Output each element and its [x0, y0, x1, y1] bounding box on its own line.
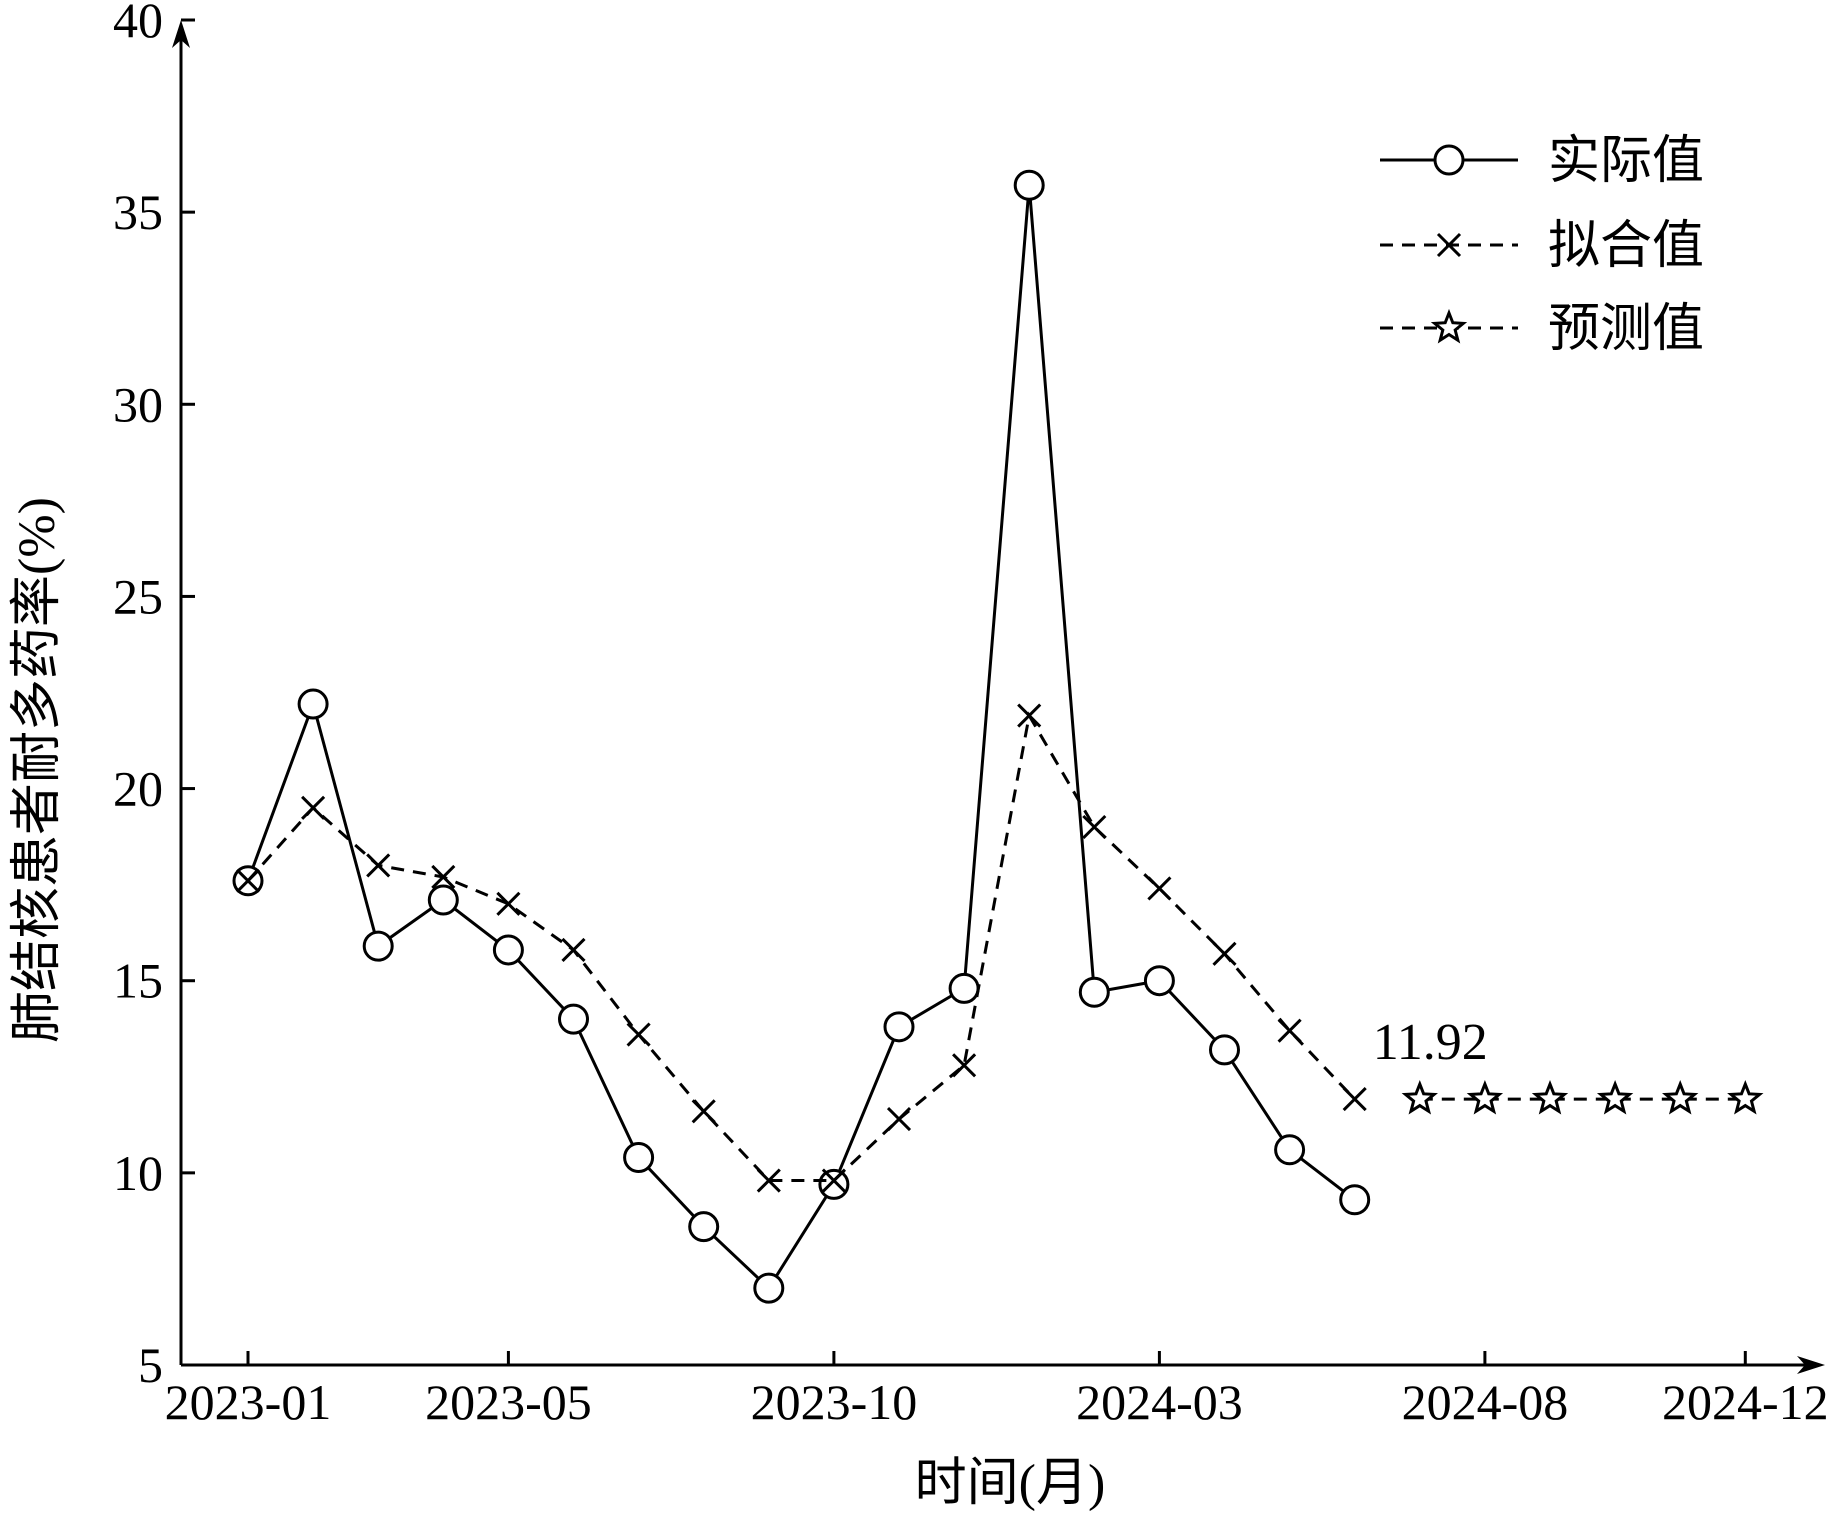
circle-marker [1013, 169, 1045, 201]
x-axis-arrow [1797, 1356, 1825, 1374]
y-tick-labels: 5 10 15 20 25 30 35 40 [113, 0, 163, 1393]
legend-item: 实际值 [1380, 133, 1704, 190]
circle-marker [362, 930, 394, 962]
legend-label: 预测值 [1548, 301, 1704, 358]
star-marker [1430, 308, 1468, 344]
x-marker [886, 1106, 912, 1132]
x-marker [366, 853, 391, 878]
annotation-label: 11.92 [1373, 1014, 1488, 1071]
series-3 [1401, 1079, 1764, 1115]
star-marker [1531, 1079, 1569, 1115]
star-marker [1466, 1079, 1504, 1115]
x-tick-label: 2023-10 [751, 1374, 918, 1430]
star-marker [1596, 1079, 1634, 1115]
y-tick-label: 35 [113, 184, 163, 240]
circle-marker [883, 1011, 915, 1043]
circle-marker [688, 1211, 720, 1243]
circle-marker [492, 934, 524, 966]
x-marker [952, 1053, 977, 1078]
x-marker [431, 864, 456, 890]
circle-marker [818, 1168, 850, 1200]
star-marker [1727, 1079, 1764, 1115]
x-tick-label: 2023-01 [165, 1374, 332, 1430]
x-marker [561, 937, 586, 963]
circle-marker [1433, 144, 1465, 176]
x-marker [1436, 232, 1462, 258]
x-marker [1147, 876, 1172, 901]
x-marker [1342, 1087, 1367, 1112]
star-marker [1662, 1079, 1699, 1115]
circle-marker [1209, 1034, 1240, 1066]
series-line [246, 185, 1356, 1291]
series-layer [232, 169, 1764, 1304]
legend-label: 拟合值 [1548, 218, 1704, 275]
x-marker [756, 1168, 781, 1193]
x-marker [1277, 1018, 1302, 1043]
circle-marker [623, 1141, 655, 1173]
circle-marker [297, 688, 329, 720]
x-marker [691, 1099, 716, 1124]
circle-marker [1143, 965, 1175, 997]
y-tick-label: 30 [113, 376, 163, 432]
series-line [246, 711, 1356, 1182]
x-marker [1212, 941, 1237, 966]
x-marker [821, 1168, 846, 1193]
y-tick-label: 40 [113, 0, 163, 48]
x-tick-label: 2024-12 [1662, 1374, 1829, 1430]
x-tick-label: 2024-03 [1076, 1374, 1243, 1430]
circle-marker [1078, 976, 1110, 1008]
y-tick-label: 15 [113, 953, 163, 1009]
x-marker [1082, 814, 1107, 840]
legend-item: 预测值 [1380, 301, 1704, 358]
y-tick-label: 20 [113, 761, 163, 817]
star-marker [1401, 1079, 1438, 1115]
circle-marker [1339, 1184, 1371, 1216]
x-tick-label: 2024-08 [1402, 1374, 1569, 1430]
series-1 [232, 169, 1371, 1304]
x-tick-label: 2023-05 [425, 1374, 592, 1430]
circle-marker [1274, 1134, 1306, 1166]
legend-label: 实际值 [1548, 133, 1704, 190]
y-axis-title: 肺结核患者耐多药率(%) [9, 497, 66, 1043]
y-tick-label: 10 [113, 1145, 163, 1201]
x-marker [626, 1022, 651, 1047]
legend-item: 拟合值 [1380, 218, 1704, 275]
circle-marker [948, 972, 980, 1004]
y-axis-arrow [172, 20, 190, 48]
x-tick-labels: 2023-01 2023-05 2023-10 2024-03 2024-08 2024-… [165, 1374, 1829, 1430]
circle-marker [753, 1272, 785, 1304]
x-marker [1017, 703, 1042, 728]
y-tick-label: 5 [138, 1337, 163, 1393]
axes [172, 18, 1825, 1374]
x-marker [301, 795, 326, 820]
circle-marker [558, 1003, 589, 1035]
x-marker [235, 868, 261, 893]
y-tick-label: 25 [113, 568, 163, 624]
annotations: 11.92 [1373, 1014, 1488, 1071]
series-2 [235, 703, 1367, 1193]
x-marker [496, 891, 521, 916]
x-axis-title: 时间(月) [915, 1455, 1106, 1512]
circle-marker [427, 884, 459, 916]
